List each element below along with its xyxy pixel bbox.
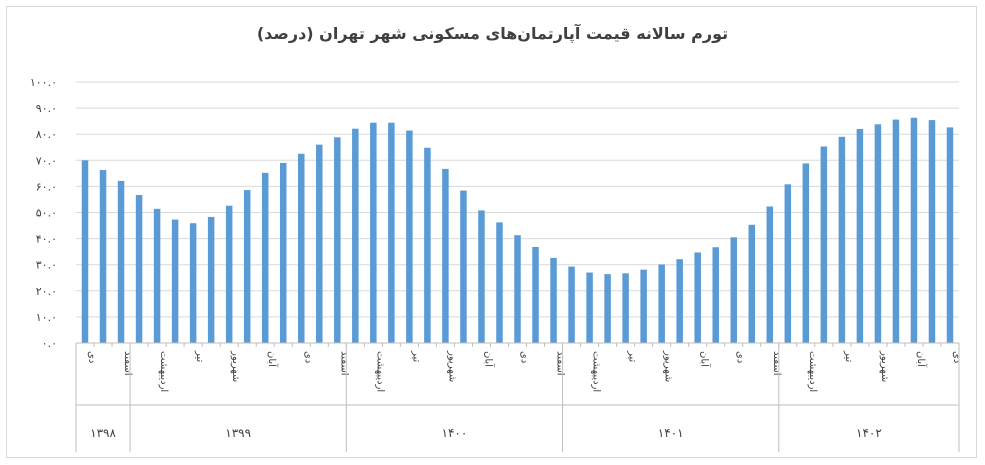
x-tick-label: دی bbox=[86, 351, 97, 363]
bar bbox=[406, 130, 413, 343]
bar bbox=[81, 160, 89, 343]
x-axis: دی اسفند اردیبهشت تیر شهریور آبان دی اسفند اردیب… bbox=[75, 342, 962, 452]
x-tick-label: اردیبهشت bbox=[158, 351, 169, 392]
year-label: ۱۳۹۹ bbox=[225, 426, 251, 440]
x-tick-label: اسفند bbox=[122, 351, 133, 375]
bar bbox=[586, 272, 593, 343]
bar bbox=[207, 216, 215, 343]
x-tick-label: آبان bbox=[482, 351, 495, 368]
bar bbox=[874, 124, 882, 343]
x-tick-label: دی bbox=[519, 351, 530, 363]
bar bbox=[370, 122, 377, 343]
year-label: ۱۴۰۲ bbox=[856, 426, 882, 440]
x-tick-label: شهریور bbox=[446, 350, 457, 382]
y-tick-label: ۱۰۰.۰ bbox=[30, 76, 57, 89]
chart-title: تورم سالانه قیمت آپارتمان‌های مسکونی شهر… bbox=[256, 24, 729, 43]
x-tick-label: شهریور bbox=[879, 350, 890, 382]
bar bbox=[730, 237, 737, 343]
bar bbox=[712, 247, 719, 343]
bar bbox=[946, 127, 954, 343]
bar bbox=[928, 120, 936, 343]
bar bbox=[694, 252, 701, 343]
year-label: ۱۳۹۸ bbox=[90, 426, 116, 440]
x-tick-label: تیر bbox=[194, 350, 205, 363]
y-tick-label: ۷۰.۰ bbox=[36, 154, 57, 167]
year-label: ۱۴۰۱ bbox=[658, 426, 684, 440]
year-label: ۱۴۰۰ bbox=[442, 426, 468, 440]
bar bbox=[568, 266, 575, 343]
bar bbox=[261, 172, 269, 343]
bar bbox=[748, 224, 756, 343]
x-tick-label: اسفند bbox=[555, 351, 566, 375]
gridlines bbox=[76, 81, 959, 344]
y-tick-label: ۱۰.۰ bbox=[36, 311, 57, 324]
bar bbox=[604, 274, 611, 343]
x-tick-label: دی bbox=[735, 351, 746, 363]
bar bbox=[171, 219, 179, 343]
y-tick-label: ۰.۰ bbox=[42, 337, 57, 350]
chart-frame bbox=[6, 6, 977, 458]
x-tick-label: تیر bbox=[627, 350, 638, 363]
bar bbox=[784, 184, 792, 343]
bar bbox=[550, 257, 557, 343]
x-tick-label: آبان bbox=[699, 351, 712, 368]
x-tick-label: آبان bbox=[266, 351, 279, 368]
bar bbox=[496, 222, 503, 343]
bar bbox=[279, 162, 287, 343]
x-tick-label: شهریور bbox=[663, 350, 674, 382]
bar bbox=[856, 128, 864, 343]
x-tick-label: اردیبهشت bbox=[374, 351, 385, 392]
bar bbox=[622, 273, 629, 343]
bar bbox=[298, 153, 305, 343]
x-tick-label: اردیبهشت bbox=[591, 351, 602, 392]
x-tick-label: اسفند bbox=[338, 351, 349, 375]
bar bbox=[153, 208, 161, 343]
y-axis: ۰.۰ ۱۰.۰ ۲۰.۰ ۳۰.۰ ۴۰.۰ ۵۰.۰ ۶۰.۰ ۷۰.۰ ۸۰.۰ ۹۰.۰ ۱… bbox=[30, 76, 57, 350]
x-tick-label: اسفند bbox=[771, 351, 782, 375]
x-tick-label: تیر bbox=[410, 350, 421, 363]
x-tick-label: اردیبهشت bbox=[807, 351, 818, 392]
bar bbox=[910, 117, 918, 343]
bar bbox=[334, 137, 341, 343]
bar bbox=[388, 122, 395, 343]
bar bbox=[676, 259, 683, 343]
x-tick-label: دی bbox=[951, 351, 962, 363]
bar bbox=[892, 119, 900, 343]
x-tick-label: دی bbox=[302, 351, 313, 363]
bar bbox=[460, 190, 467, 343]
bar bbox=[442, 168, 449, 343]
y-tick-label: ۳۰.۰ bbox=[36, 259, 57, 272]
y-tick-label: ۶۰.۰ bbox=[36, 180, 57, 193]
y-tick-label: ۴۰.۰ bbox=[36, 233, 57, 246]
bar bbox=[99, 169, 107, 343]
x-tick-label: شهریور bbox=[230, 350, 241, 382]
y-tick-label: ۹۰.۰ bbox=[36, 102, 57, 115]
bar bbox=[532, 246, 539, 343]
bar bbox=[225, 205, 233, 343]
y-tick-label: ۸۰.۰ bbox=[36, 128, 57, 141]
bar bbox=[117, 180, 125, 343]
bar bbox=[316, 144, 323, 343]
bar bbox=[766, 206, 774, 343]
bar bbox=[640, 269, 647, 343]
bars bbox=[81, 117, 954, 343]
x-tick-label: آبان bbox=[915, 351, 928, 368]
bar bbox=[135, 195, 143, 343]
bar bbox=[424, 147, 431, 343]
bar bbox=[820, 146, 828, 343]
y-tick-label: ۵۰.۰ bbox=[36, 207, 57, 220]
bar bbox=[658, 264, 665, 343]
bar bbox=[838, 136, 846, 343]
x-tick-label: تیر bbox=[843, 350, 854, 363]
bar bbox=[802, 163, 810, 343]
bar bbox=[189, 223, 197, 343]
bar bbox=[478, 210, 485, 343]
y-tick-label: ۲۰.۰ bbox=[36, 285, 57, 298]
bar bbox=[243, 190, 251, 343]
bar bbox=[352, 128, 359, 343]
bar bbox=[514, 235, 521, 343]
